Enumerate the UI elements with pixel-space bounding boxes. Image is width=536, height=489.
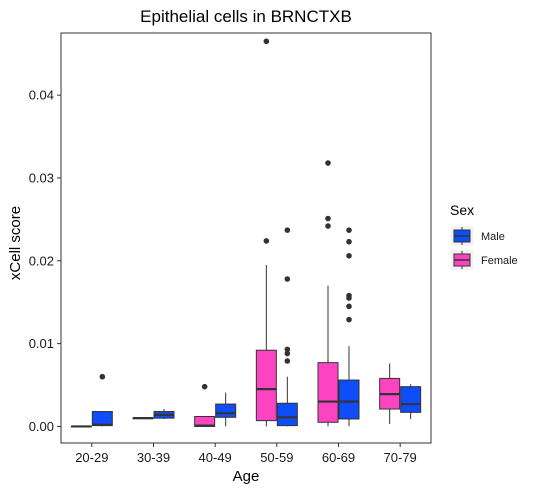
legend-label-male: Male	[481, 231, 505, 243]
box-female-70-79	[379, 363, 401, 424]
box-body	[91, 411, 113, 427]
x-tick-label: 70-79	[384, 450, 417, 465]
box-body	[400, 386, 422, 413]
outlier-point	[346, 303, 352, 310]
box-body	[276, 402, 298, 427]
box-female-30-39	[132, 417, 154, 420]
outlier-point	[325, 215, 331, 222]
x-tick-label: 30-39	[137, 450, 170, 465]
plot-panel	[60, 32, 432, 444]
legend-title: Sex	[450, 202, 474, 218]
legend-item-male: Male	[451, 226, 505, 246]
outlier-point	[284, 350, 291, 357]
legend-item-female: Female	[451, 250, 518, 270]
x-tick-label: 60-69	[322, 450, 355, 465]
x-tick-label: 50-59	[260, 450, 293, 465]
outlier-point	[346, 316, 352, 323]
outlier-point	[263, 238, 270, 244]
y-axis: 0.00 0.01 0.02 0.03 0.04	[29, 88, 61, 434]
outlier-point	[284, 227, 291, 233]
outlier-point	[99, 373, 106, 380]
y-tick-label: 0.04	[29, 88, 54, 103]
x-axis: 20-29 30-39 40-49 50-59 60-69 70-79	[75, 443, 417, 465]
outlier-point	[325, 223, 331, 229]
outlier-point	[346, 292, 352, 299]
box-female-40-49	[194, 383, 216, 427]
outlier-point	[284, 346, 291, 353]
outlier-point	[325, 160, 331, 166]
box-male-20-29	[91, 373, 113, 427]
outlier-point	[284, 276, 291, 282]
box-male-40-49	[215, 392, 237, 427]
outlier-point	[263, 38, 270, 45]
plot-area	[60, 32, 432, 444]
outlier-point	[346, 238, 352, 245]
x-tick-label: 20-29	[75, 450, 108, 465]
box-male-70-79	[400, 384, 422, 419]
box-male-30-39	[153, 409, 175, 419]
y-tick-label: 0.02	[29, 253, 54, 268]
outlier-point	[346, 253, 352, 259]
y-tick-label: 0.01	[29, 336, 54, 351]
outlier-point	[201, 383, 208, 390]
box-female-50-59	[255, 38, 277, 427]
legend-label-female: Female	[481, 255, 518, 267]
box-female-20-29	[70, 425, 92, 428]
box-body	[215, 403, 237, 418]
legend: Sex Male Female	[450, 202, 518, 270]
y-tick-label: 0.00	[29, 419, 54, 434]
y-tick-label: 0.03	[29, 170, 54, 185]
box-body	[255, 349, 277, 422]
box-body	[317, 362, 339, 423]
chart-marks	[70, 38, 422, 428]
box-male-50-59	[276, 227, 298, 427]
box-female-60-69	[317, 160, 339, 427]
x-axis-title: Age	[233, 468, 260, 485]
x-tick-label: 40-49	[199, 450, 232, 465]
box-body	[338, 379, 360, 420]
chart-title: Epithelial cells in BRNCTXB	[140, 7, 352, 26]
outlier-point	[346, 227, 352, 233]
box-male-60-69	[338, 227, 360, 427]
y-axis-title: xCell score	[7, 206, 24, 280]
outlier-point	[284, 358, 291, 364]
